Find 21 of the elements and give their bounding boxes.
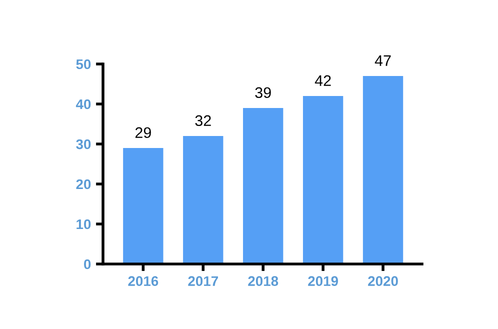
data-label: 47 [374, 55, 391, 66]
y-tick-label: 10 [76, 219, 91, 230]
bar [362, 76, 404, 264]
bar [183, 136, 224, 264]
y-tick-label: 40 [76, 99, 91, 110]
y-tick-label: 20 [76, 179, 91, 190]
bar [123, 148, 164, 264]
data-label: 39 [255, 87, 271, 98]
y-tick-label: 0 [84, 259, 91, 270]
x-tick-label: 2020 [368, 276, 398, 286]
bar [243, 108, 284, 264]
bar [302, 96, 344, 264]
x-tick-label: 2019 [308, 276, 338, 286]
x-tick-label: 2017 [188, 276, 218, 286]
data-label: 32 [195, 115, 211, 126]
data-label: 29 [135, 127, 151, 138]
x-tick-label: 2016 [128, 276, 158, 286]
x-tick-label: 2018 [248, 276, 278, 286]
y-tick-label: 50 [76, 59, 91, 70]
y-tick-label: 30 [76, 139, 91, 150]
data-label: 42 [314, 75, 331, 86]
